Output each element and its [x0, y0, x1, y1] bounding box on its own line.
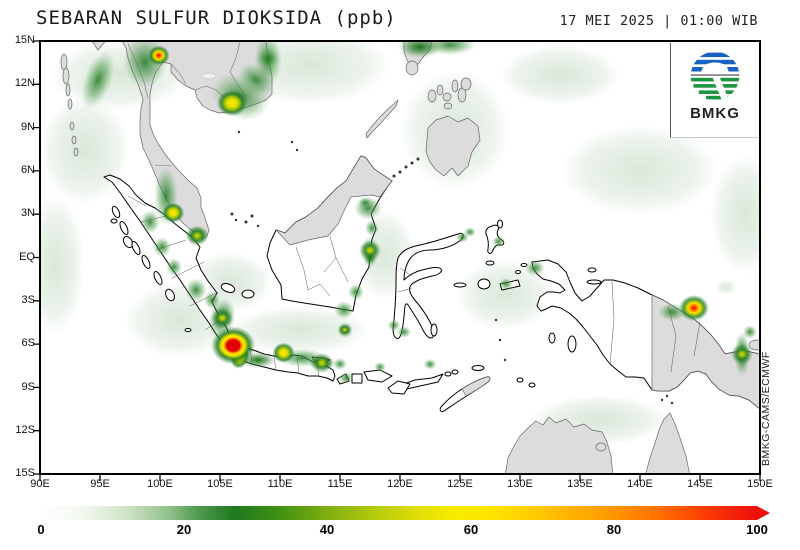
x-axis-ticks: [39, 475, 761, 481]
x-tick-95e: 95E: [90, 478, 110, 490]
so2-hotspot: [387, 319, 401, 331]
land-palawan: [365, 99, 399, 139]
x-tick-105e: 105E: [207, 478, 233, 490]
so2-hotspot: [257, 48, 279, 69]
x-tick-130e: 130E: [507, 478, 533, 490]
colorbar-tick-80: 80: [606, 522, 622, 537]
so2-hotspot: [423, 358, 437, 370]
island-biak: [587, 267, 597, 273]
island-kei: [548, 332, 556, 344]
x-tick-140e: 140E: [627, 478, 653, 490]
x-tick-135e: 135E: [567, 478, 593, 490]
land-mindanao: [425, 115, 481, 177]
bmkg-logo-icon: [690, 51, 740, 101]
so2-hotspot: [679, 295, 709, 321]
so2-hotspot: [358, 197, 372, 209]
so2-hotspot: [272, 342, 295, 363]
x-tick-150e: 150E: [747, 478, 773, 490]
data-source-label: BMKG-CAMS/ECMWF: [760, 351, 772, 467]
map-content: [40, 41, 760, 474]
y-tick-12n: 12N: [14, 77, 35, 89]
map-frame: [39, 40, 761, 475]
y-tick-15s: 15S: [15, 467, 35, 479]
colorbar-tick-100: 100: [746, 522, 768, 537]
y-tick-3n: 3N: [20, 207, 35, 219]
y-tick-6n: 6N: [20, 164, 35, 176]
so2-hotspot: [217, 90, 247, 117]
colorbar-tick-60: 60: [463, 522, 479, 537]
x-tick-120e: 120E: [387, 478, 413, 490]
so2-hotspot: [731, 344, 753, 365]
so2-hotspot: [186, 225, 209, 246]
land-papua-new-guinea: [651, 294, 760, 410]
so2-hotspot: [211, 326, 256, 365]
y-tick-15n: 15N: [14, 34, 35, 46]
colorbar-arrow: [757, 506, 770, 520]
y-tick-eq: EQ: [19, 251, 35, 263]
y-tick-9n: 9N: [20, 121, 35, 133]
tonle-sap-lake: [201, 72, 217, 80]
so2-hotspot: [338, 324, 352, 336]
island-belitung: [241, 289, 255, 299]
colorbar-tick-40: 40: [319, 522, 335, 537]
so2-hotspot: [147, 45, 170, 66]
bmkg-logo-box: BMKG: [670, 43, 759, 138]
bmkg-logo-text: BMKG: [690, 105, 740, 122]
y-tick-3s: 3S: [21, 294, 35, 306]
so2-hotspot: [162, 202, 185, 223]
land-australia-arnhem: [504, 416, 614, 474]
y-axis-ticks: [33, 40, 39, 475]
colorbar-gradient: [41, 506, 757, 520]
island-nias: [122, 235, 134, 249]
land-east-malaysia: [275, 155, 393, 246]
x-tick-90e: 90E: [30, 478, 50, 490]
so2-hotspot: [359, 240, 381, 261]
page-title: SEBARAN SULFUR DIOKSIDA (ppb): [36, 7, 397, 29]
island-yapen: [586, 279, 602, 285]
so2-hotspot: [491, 236, 505, 248]
x-tick-145e: 145E: [687, 478, 713, 490]
so2-hotspot: [211, 308, 234, 329]
land-australia-cape-york: [645, 412, 690, 474]
land-timor-leste: [461, 376, 491, 397]
island-lombok: [351, 373, 363, 384]
land-mindoro: [405, 60, 419, 76]
island-aru: [567, 335, 577, 353]
valid-time-label: 17 MEI 2025 | 01:00 WIB: [559, 13, 758, 29]
colorbar-tick-0: 0: [37, 522, 45, 537]
x-tick-115e: 115E: [327, 478, 353, 490]
island-bangka: [220, 283, 236, 293]
island-specks: [230, 130, 674, 405]
colorbar-tick-20: 20: [176, 522, 192, 537]
island-buru: [477, 278, 491, 290]
y-tick-6s: 6S: [21, 337, 35, 349]
island-sumba: [387, 380, 411, 395]
so2-hotspot: [455, 231, 469, 243]
x-tick-100e: 100E: [147, 478, 173, 490]
so2-hotspot: [311, 352, 333, 373]
so2-hotspot-layer: [147, 45, 753, 373]
x-tick-110e: 110E: [267, 478, 293, 490]
x-tick-125e: 125E: [447, 478, 473, 490]
y-tick-9s: 9S: [21, 381, 35, 393]
y-tick-12s: 12S: [15, 424, 35, 436]
